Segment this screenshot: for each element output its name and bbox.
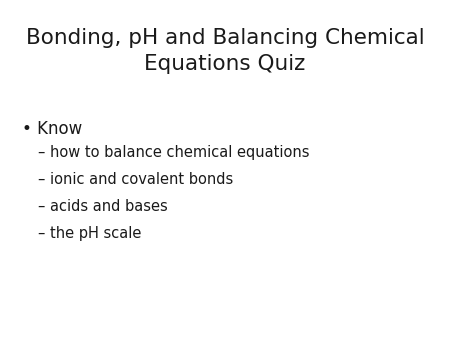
Text: – how to balance chemical equations: – how to balance chemical equations	[38, 145, 310, 160]
Text: • Know: • Know	[22, 120, 82, 138]
Text: – the pH scale: – the pH scale	[38, 226, 141, 241]
Text: – ionic and covalent bonds: – ionic and covalent bonds	[38, 172, 233, 187]
Text: – acids and bases: – acids and bases	[38, 199, 168, 214]
Text: Bonding, pH and Balancing Chemical
Equations Quiz: Bonding, pH and Balancing Chemical Equat…	[26, 28, 424, 74]
